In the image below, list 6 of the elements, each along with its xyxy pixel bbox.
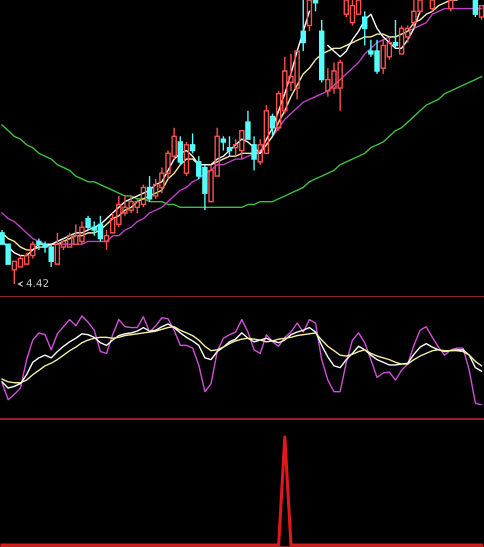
candlestick [318,19,324,84]
candlestick [300,0,306,52]
annotation: 4.42 [26,279,48,287]
candlestick [251,136,257,172]
candlestick [362,10,368,46]
candlestick [190,132,196,154]
